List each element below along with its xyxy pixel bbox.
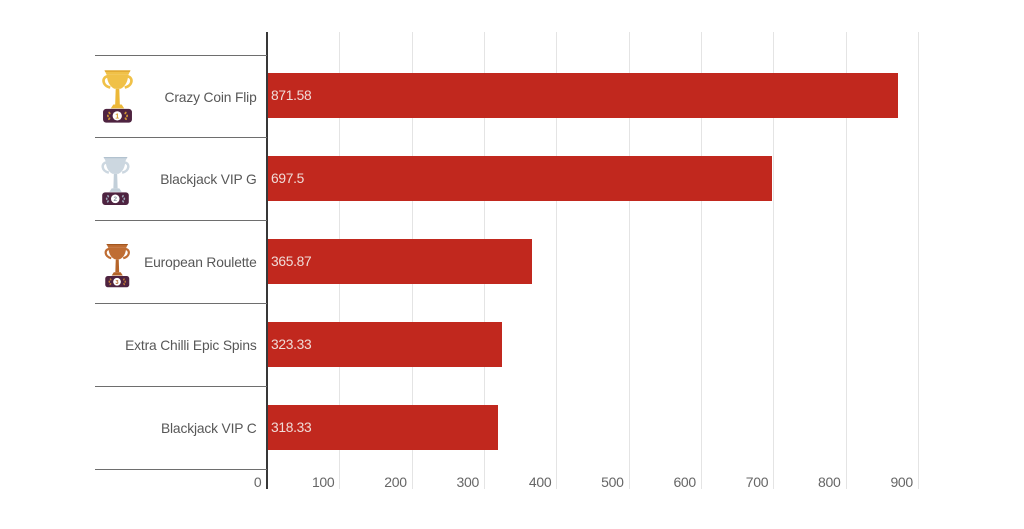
svg-text:1: 1 xyxy=(115,113,119,120)
svg-text:3: 3 xyxy=(115,280,118,286)
svg-text:2: 2 xyxy=(113,196,117,203)
